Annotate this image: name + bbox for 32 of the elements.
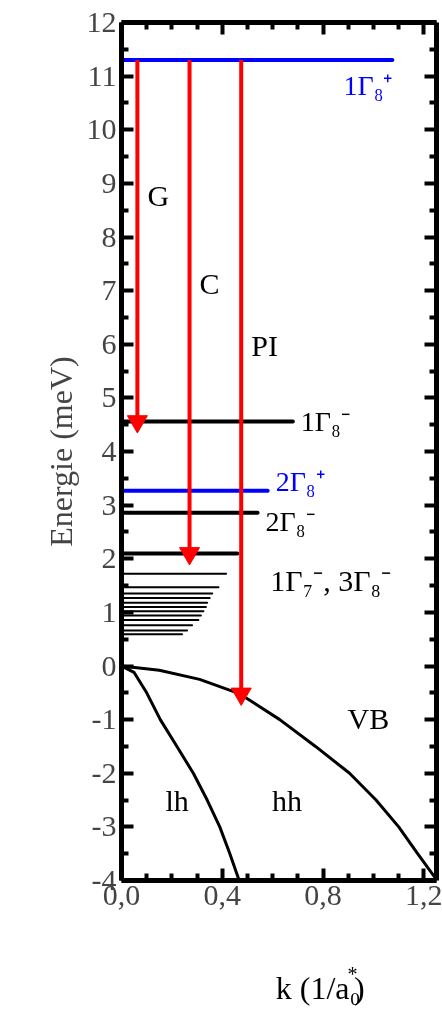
y-axis-title: Energie (meV) <box>42 356 79 547</box>
y-tick-label: 4 <box>101 434 117 467</box>
legend-label: lh <box>165 783 189 817</box>
y-tick-label: 0 <box>101 648 117 682</box>
y-tick-label: 10 <box>86 112 117 146</box>
y-tick-label: 5 <box>101 380 117 414</box>
y-tick-label: 12 <box>86 5 117 38</box>
annotation: G <box>147 178 170 212</box>
y-tick-label: 11 <box>87 58 117 92</box>
y-tick-label: 8 <box>101 219 117 253</box>
x-tick-label: 0,4 <box>203 877 242 911</box>
annotation: 1Γ₇⁻, 3Γ₈⁻ <box>270 563 391 597</box>
y-tick-label: 1 <box>101 594 117 628</box>
annotation: VB <box>347 702 390 736</box>
series-label: 2Γ₈⁺ <box>275 466 325 498</box>
annotation: C <box>199 266 220 300</box>
y-tick-label: 2 <box>101 541 117 575</box>
series-label: 1Γ₈⁻ <box>300 405 350 437</box>
y-tick-label: -3 <box>91 809 117 843</box>
x-tick-label: 1,2 <box>405 877 442 911</box>
series-label: 2Γ₈⁻ <box>265 506 315 538</box>
y-tick-label: 7 <box>101 273 117 307</box>
series-label: hh <box>271 783 302 817</box>
y-tick-label: 3 <box>101 487 117 521</box>
y-tick-label: -2 <box>91 755 117 789</box>
annotation: PI <box>251 328 278 362</box>
x-tick-label: 0,8 <box>304 877 342 911</box>
series-label: 1Γ₈⁺ <box>343 70 393 102</box>
x-axis-title: k (1/a₀*) <box>275 962 365 1006</box>
y-tick-label: 9 <box>101 165 117 199</box>
y-tick-label: -1 <box>91 702 117 736</box>
y-tick-label: 6 <box>101 326 117 360</box>
